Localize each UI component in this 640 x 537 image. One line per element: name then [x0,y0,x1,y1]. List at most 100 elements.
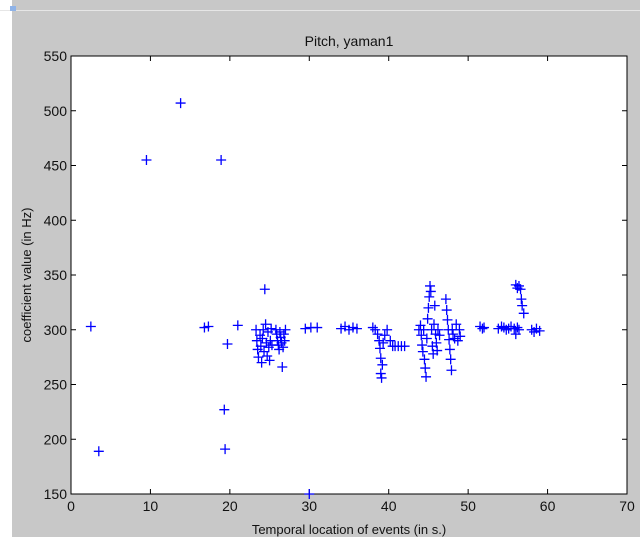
axis-ticks: 0 10 20 30 40 50 60 70 150 200 250 300 350 400 450 500 5… [44,48,635,514]
data-point [375,368,386,379]
data-point [452,335,463,346]
x-tick: 60 [540,56,556,514]
data-point [455,331,466,342]
data-point [432,324,443,335]
y-tick-label: 150 [44,486,68,502]
data-point [444,344,455,355]
axes-area [70,55,628,495]
data-point [446,365,457,376]
data-point [232,320,243,331]
x-axis-label: Temporal location of events (in s.) [252,522,446,537]
x-tick: 50 [460,56,476,514]
data-point [385,335,396,346]
data-point [264,355,275,366]
y-tick: 150 [44,486,627,502]
data-point [429,300,440,311]
data-point [431,337,442,348]
data-point [441,305,452,316]
data-point [417,340,428,351]
data-point [420,363,431,374]
y-tick-label: 400 [44,212,68,228]
data-point [434,330,445,341]
data-point [451,319,462,330]
y-tick-label: 450 [44,158,68,174]
data-point [85,321,96,332]
data-point [374,343,385,354]
data-point [216,155,227,166]
data-point [300,323,311,334]
y-tick-label: 300 [44,322,68,338]
y-tick: 550 [44,48,627,64]
data-point [423,302,434,313]
data-point [278,329,289,340]
data-point [277,361,288,372]
data-point [421,333,432,344]
x-tick-label: 40 [381,498,397,514]
data-point [428,319,439,330]
data-point [278,342,289,353]
data-point [370,324,381,335]
data-point [367,322,378,333]
y-tick: 450 [44,158,627,174]
data-point [251,335,262,346]
data-point [479,322,490,333]
data-point [419,354,430,365]
data-point [442,314,453,325]
x-tick-label: 50 [460,498,476,514]
data-point [255,341,266,352]
y-tick: 200 [44,431,627,447]
data-point [351,323,362,334]
data-point [253,352,264,363]
y-tick-label: 200 [44,431,68,447]
data-point [379,330,390,341]
data-point [440,294,451,305]
data-point [498,322,509,333]
x-tick: 70 [619,56,635,514]
data-point [259,284,270,295]
x-tick: 0 [67,56,75,514]
data-point [517,300,528,311]
x-tick-label: 60 [540,498,556,514]
data-point [424,291,435,302]
y-tick-label: 350 [44,267,68,283]
chart-title: Pitch, yaman1 [305,33,394,49]
y-tick: 300 [44,322,627,338]
x-tick-label: 20 [222,498,238,514]
data-point [175,98,186,109]
window-corner-icon [10,6,16,11]
data-point [399,341,410,352]
data-point [378,337,389,348]
data-point [266,323,277,334]
x-tick-label: 70 [619,498,635,514]
data-point [304,489,315,499]
window-left-edge [0,0,12,537]
data-point [416,330,427,341]
data-point [280,324,291,335]
data-point [422,313,433,324]
y-tick-label: 550 [44,48,68,64]
y-tick: 350 [44,267,627,283]
data-point [220,444,231,455]
data-point [421,371,432,382]
y-tick-label: 500 [44,103,68,119]
x-tick-label: 0 [67,498,75,514]
x-tick: 20 [222,56,238,514]
x-tick-label: 30 [301,498,317,514]
data-point [312,322,323,333]
data-point [513,324,524,335]
data-point [526,324,537,335]
data-point [534,325,545,336]
y-tick: 500 [44,103,627,119]
data-point [93,446,104,457]
data-point [417,346,428,357]
data-point [477,323,488,334]
data-point [141,155,152,166]
data-point [425,280,436,291]
data-point [454,324,465,335]
y-tick: 250 [44,377,627,393]
data-point [377,359,388,370]
data-point [448,329,459,340]
y-tick: 400 [44,212,627,228]
